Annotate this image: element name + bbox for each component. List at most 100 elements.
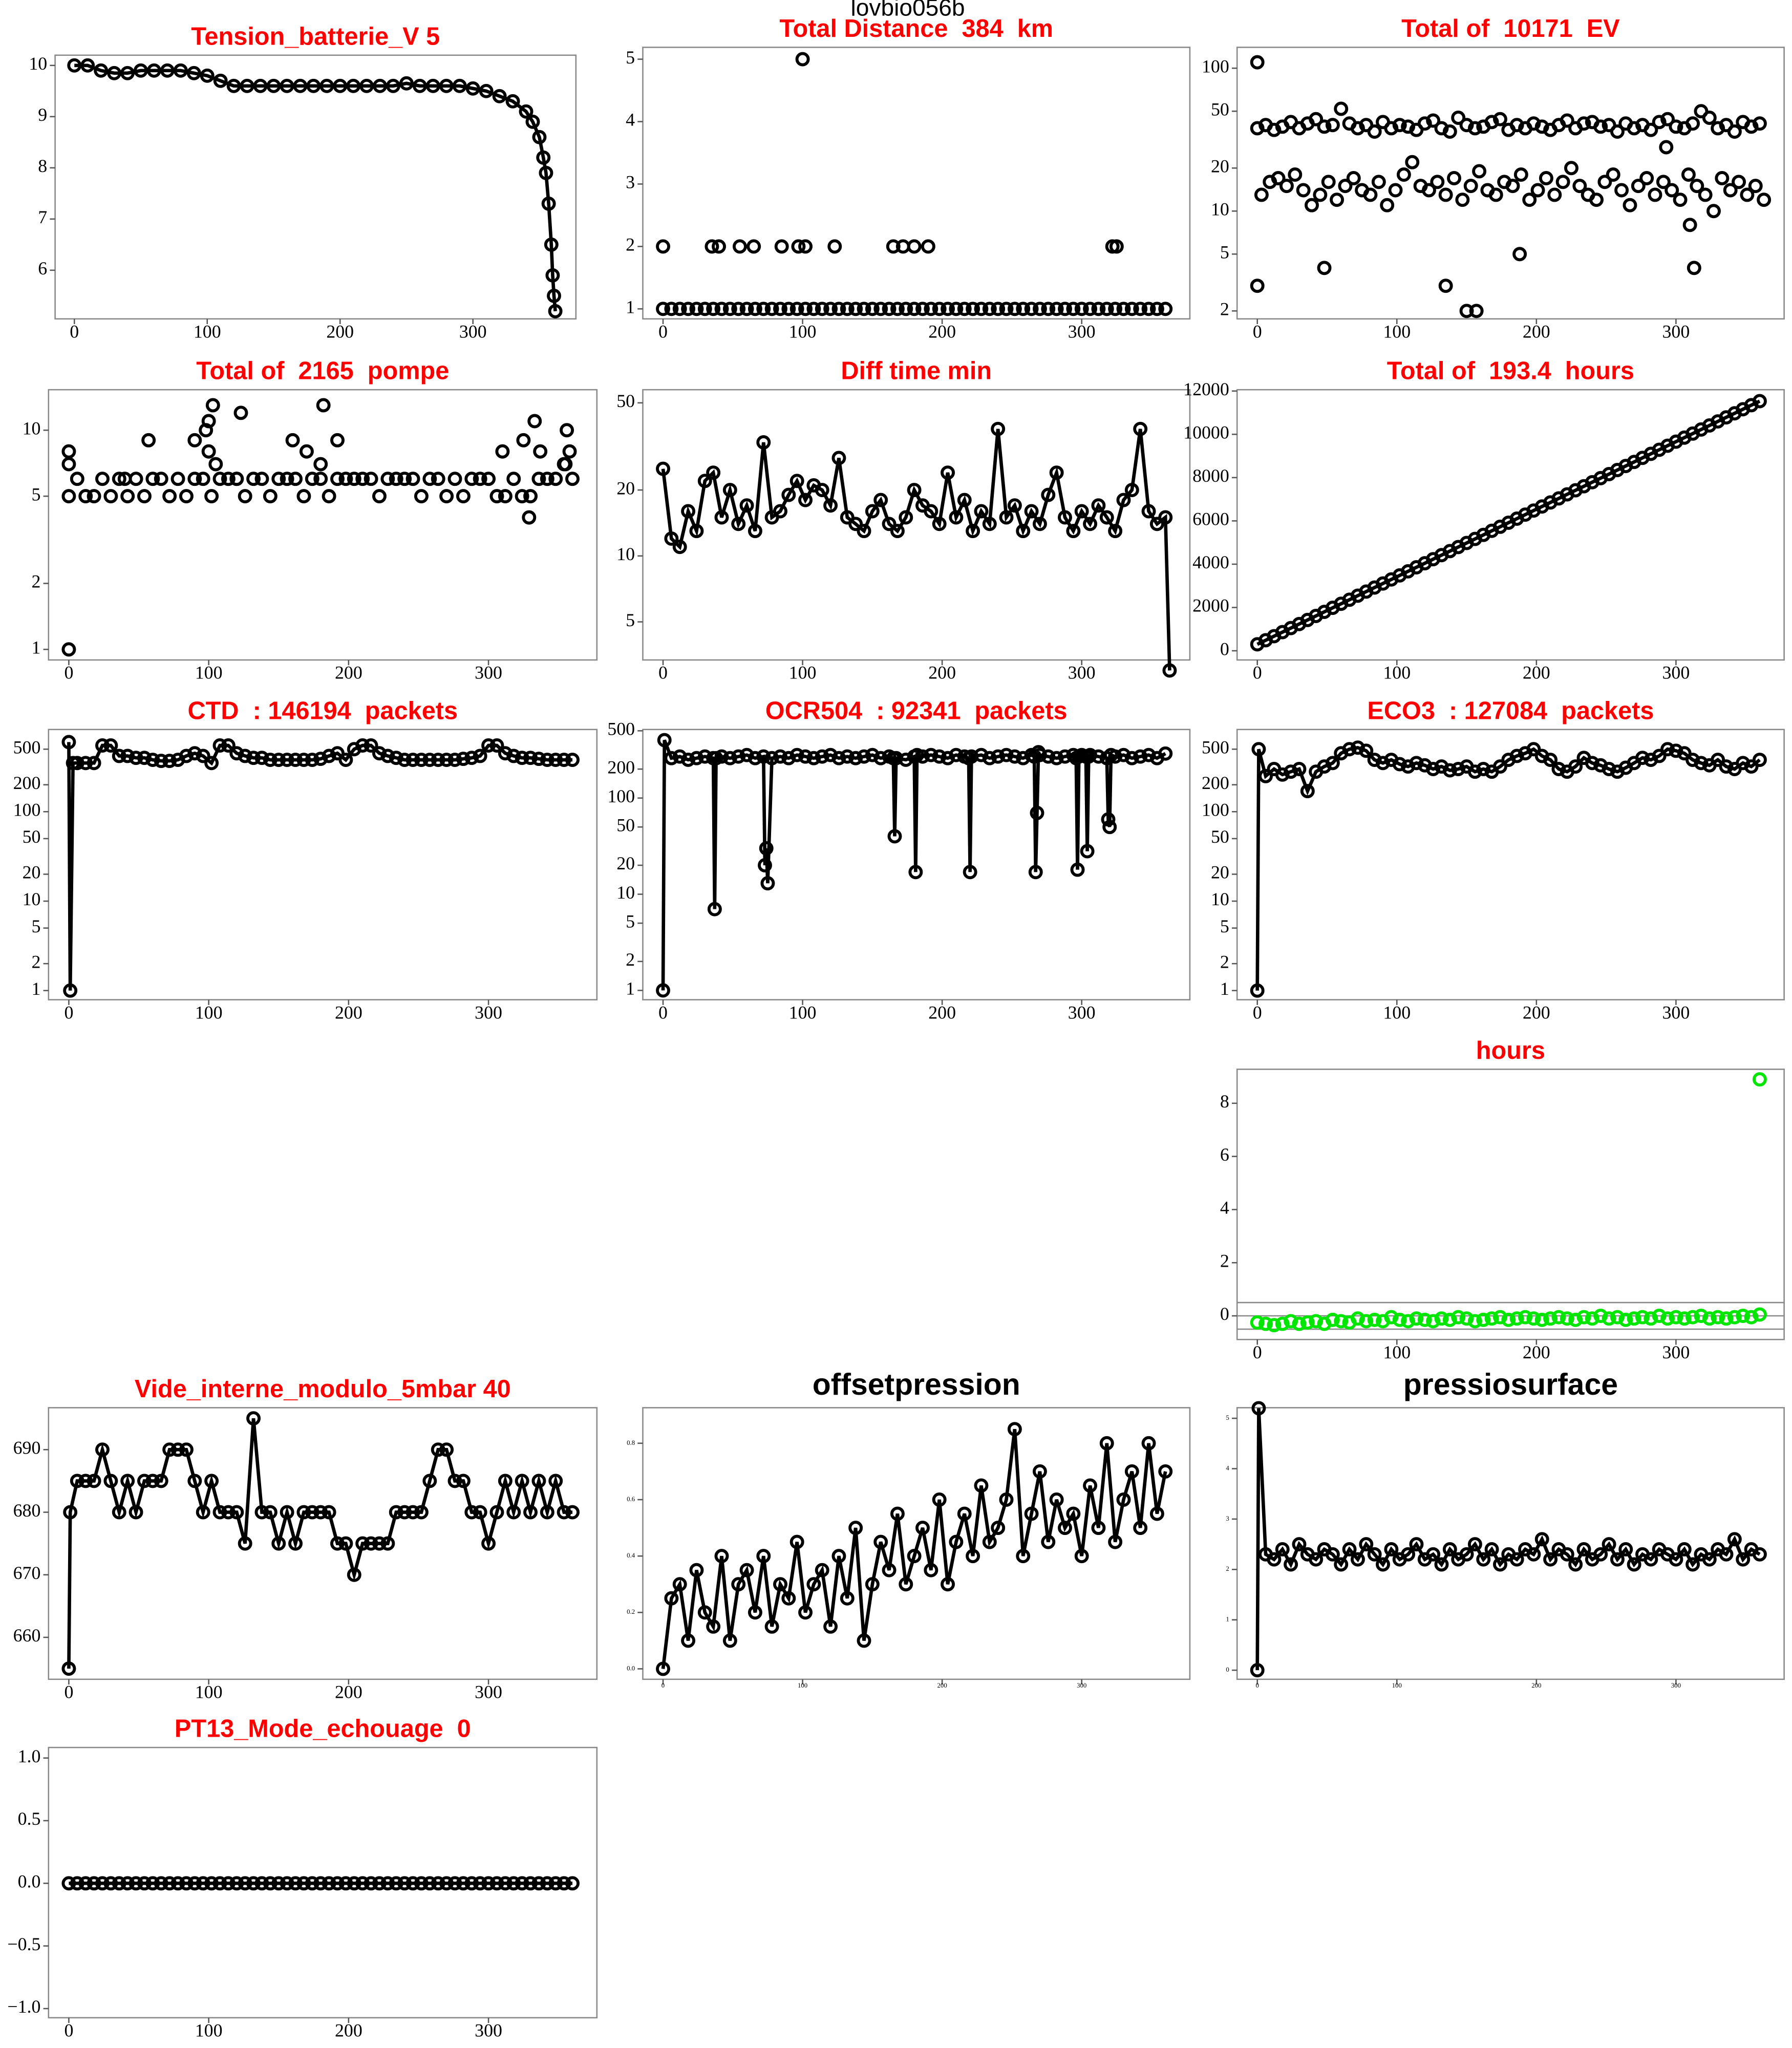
y-tick-label: 50 (1211, 826, 1229, 847)
chart-title: pressiosurface (1403, 1368, 1618, 1401)
data-point (498, 746, 513, 761)
data-point (1417, 116, 1432, 131)
data-point (179, 489, 194, 504)
data-point (1690, 179, 1704, 194)
data-point (1660, 1311, 1675, 1326)
data-point (299, 444, 314, 459)
data-point (681, 1633, 696, 1648)
data-point (439, 1876, 454, 1891)
data-point (306, 78, 321, 93)
data-point (397, 1876, 412, 1891)
y-tick-label: 4 (1220, 1198, 1229, 1218)
data-point (548, 1474, 563, 1488)
data-point (1074, 1549, 1089, 1564)
data-point (739, 1563, 754, 1577)
data-point (1363, 187, 1378, 202)
data-point (145, 472, 160, 486)
data-point (1007, 302, 1022, 316)
data-point (266, 78, 281, 93)
data-point (313, 1505, 328, 1520)
data-point (974, 1478, 989, 1493)
data-point (1124, 483, 1139, 497)
y-tick-label: 100 (13, 800, 41, 820)
data-point (1744, 759, 1759, 774)
data-point (464, 751, 479, 765)
data-point (406, 472, 420, 486)
data-point (201, 444, 216, 459)
data-point (1463, 179, 1478, 194)
data-point (565, 472, 580, 486)
data-point (1694, 756, 1709, 771)
y-tick-label: 100 (1202, 56, 1229, 76)
data-point (1484, 115, 1499, 130)
data-point (1007, 749, 1022, 764)
data-point (547, 288, 561, 303)
data-point (447, 1876, 462, 1891)
data-point (1467, 764, 1482, 779)
data-point (399, 76, 414, 91)
data-point (1108, 749, 1123, 764)
data-point (1070, 862, 1085, 877)
x-tick-label: 200 (937, 1682, 947, 1689)
data-point (422, 1474, 437, 1488)
y-tick-label: 10000 (1183, 422, 1229, 442)
data-point (1099, 1436, 1114, 1450)
data-point (932, 1492, 947, 1507)
data-point (1292, 762, 1307, 776)
data-point (200, 68, 215, 83)
data-point (145, 753, 160, 767)
data-point (827, 239, 842, 254)
data-point (1602, 1311, 1616, 1326)
data-point (288, 1536, 303, 1551)
data-point (982, 302, 997, 316)
data-point (1572, 179, 1587, 194)
data-point (1543, 753, 1558, 767)
data-point (187, 1474, 202, 1488)
data-point (364, 1536, 378, 1551)
data-point (347, 1876, 361, 1891)
data-point (246, 1411, 261, 1426)
data-point (1715, 170, 1730, 185)
data-point (806, 1577, 821, 1592)
data-point (1016, 1549, 1031, 1564)
y-tick-label: 690 (13, 1438, 41, 1458)
data-point (78, 1474, 93, 1488)
data-point (1149, 1506, 1164, 1521)
data-point (1049, 465, 1064, 480)
data-point (355, 1536, 370, 1551)
data-point (1610, 124, 1625, 139)
data-point (1275, 1542, 1290, 1556)
data-point (70, 756, 84, 771)
data-point (162, 754, 177, 769)
chart-title: ECO3 : 127084 packets (1367, 697, 1654, 724)
data-point (1401, 1547, 1416, 1562)
y-tick-label: 5 (626, 610, 635, 630)
data-point (338, 1876, 353, 1891)
data-point (1686, 116, 1700, 131)
plot-frame (1236, 389, 1785, 661)
data-point (221, 1876, 236, 1891)
data-point (1141, 748, 1156, 762)
data-point (525, 114, 540, 129)
plot-frame (642, 1407, 1191, 1680)
data-point (790, 474, 804, 488)
y-tick-label: 9 (38, 104, 47, 125)
x-tick-label: 200 (335, 1002, 362, 1022)
data-point (519, 104, 534, 119)
data-point (1392, 118, 1407, 133)
data-point (1698, 187, 1713, 202)
data-point (1030, 805, 1044, 820)
data-point (319, 78, 334, 93)
data-point (1526, 1311, 1541, 1326)
data-point (1116, 493, 1131, 507)
data-point (672, 302, 687, 316)
data-point (531, 1876, 546, 1891)
data-point (963, 865, 977, 880)
data-point (1681, 167, 1696, 182)
data-point (722, 1633, 737, 1648)
data-point (731, 1577, 746, 1592)
data-point (548, 304, 563, 318)
data-point (982, 751, 997, 765)
data-point (120, 1474, 135, 1488)
data-point (523, 751, 538, 765)
